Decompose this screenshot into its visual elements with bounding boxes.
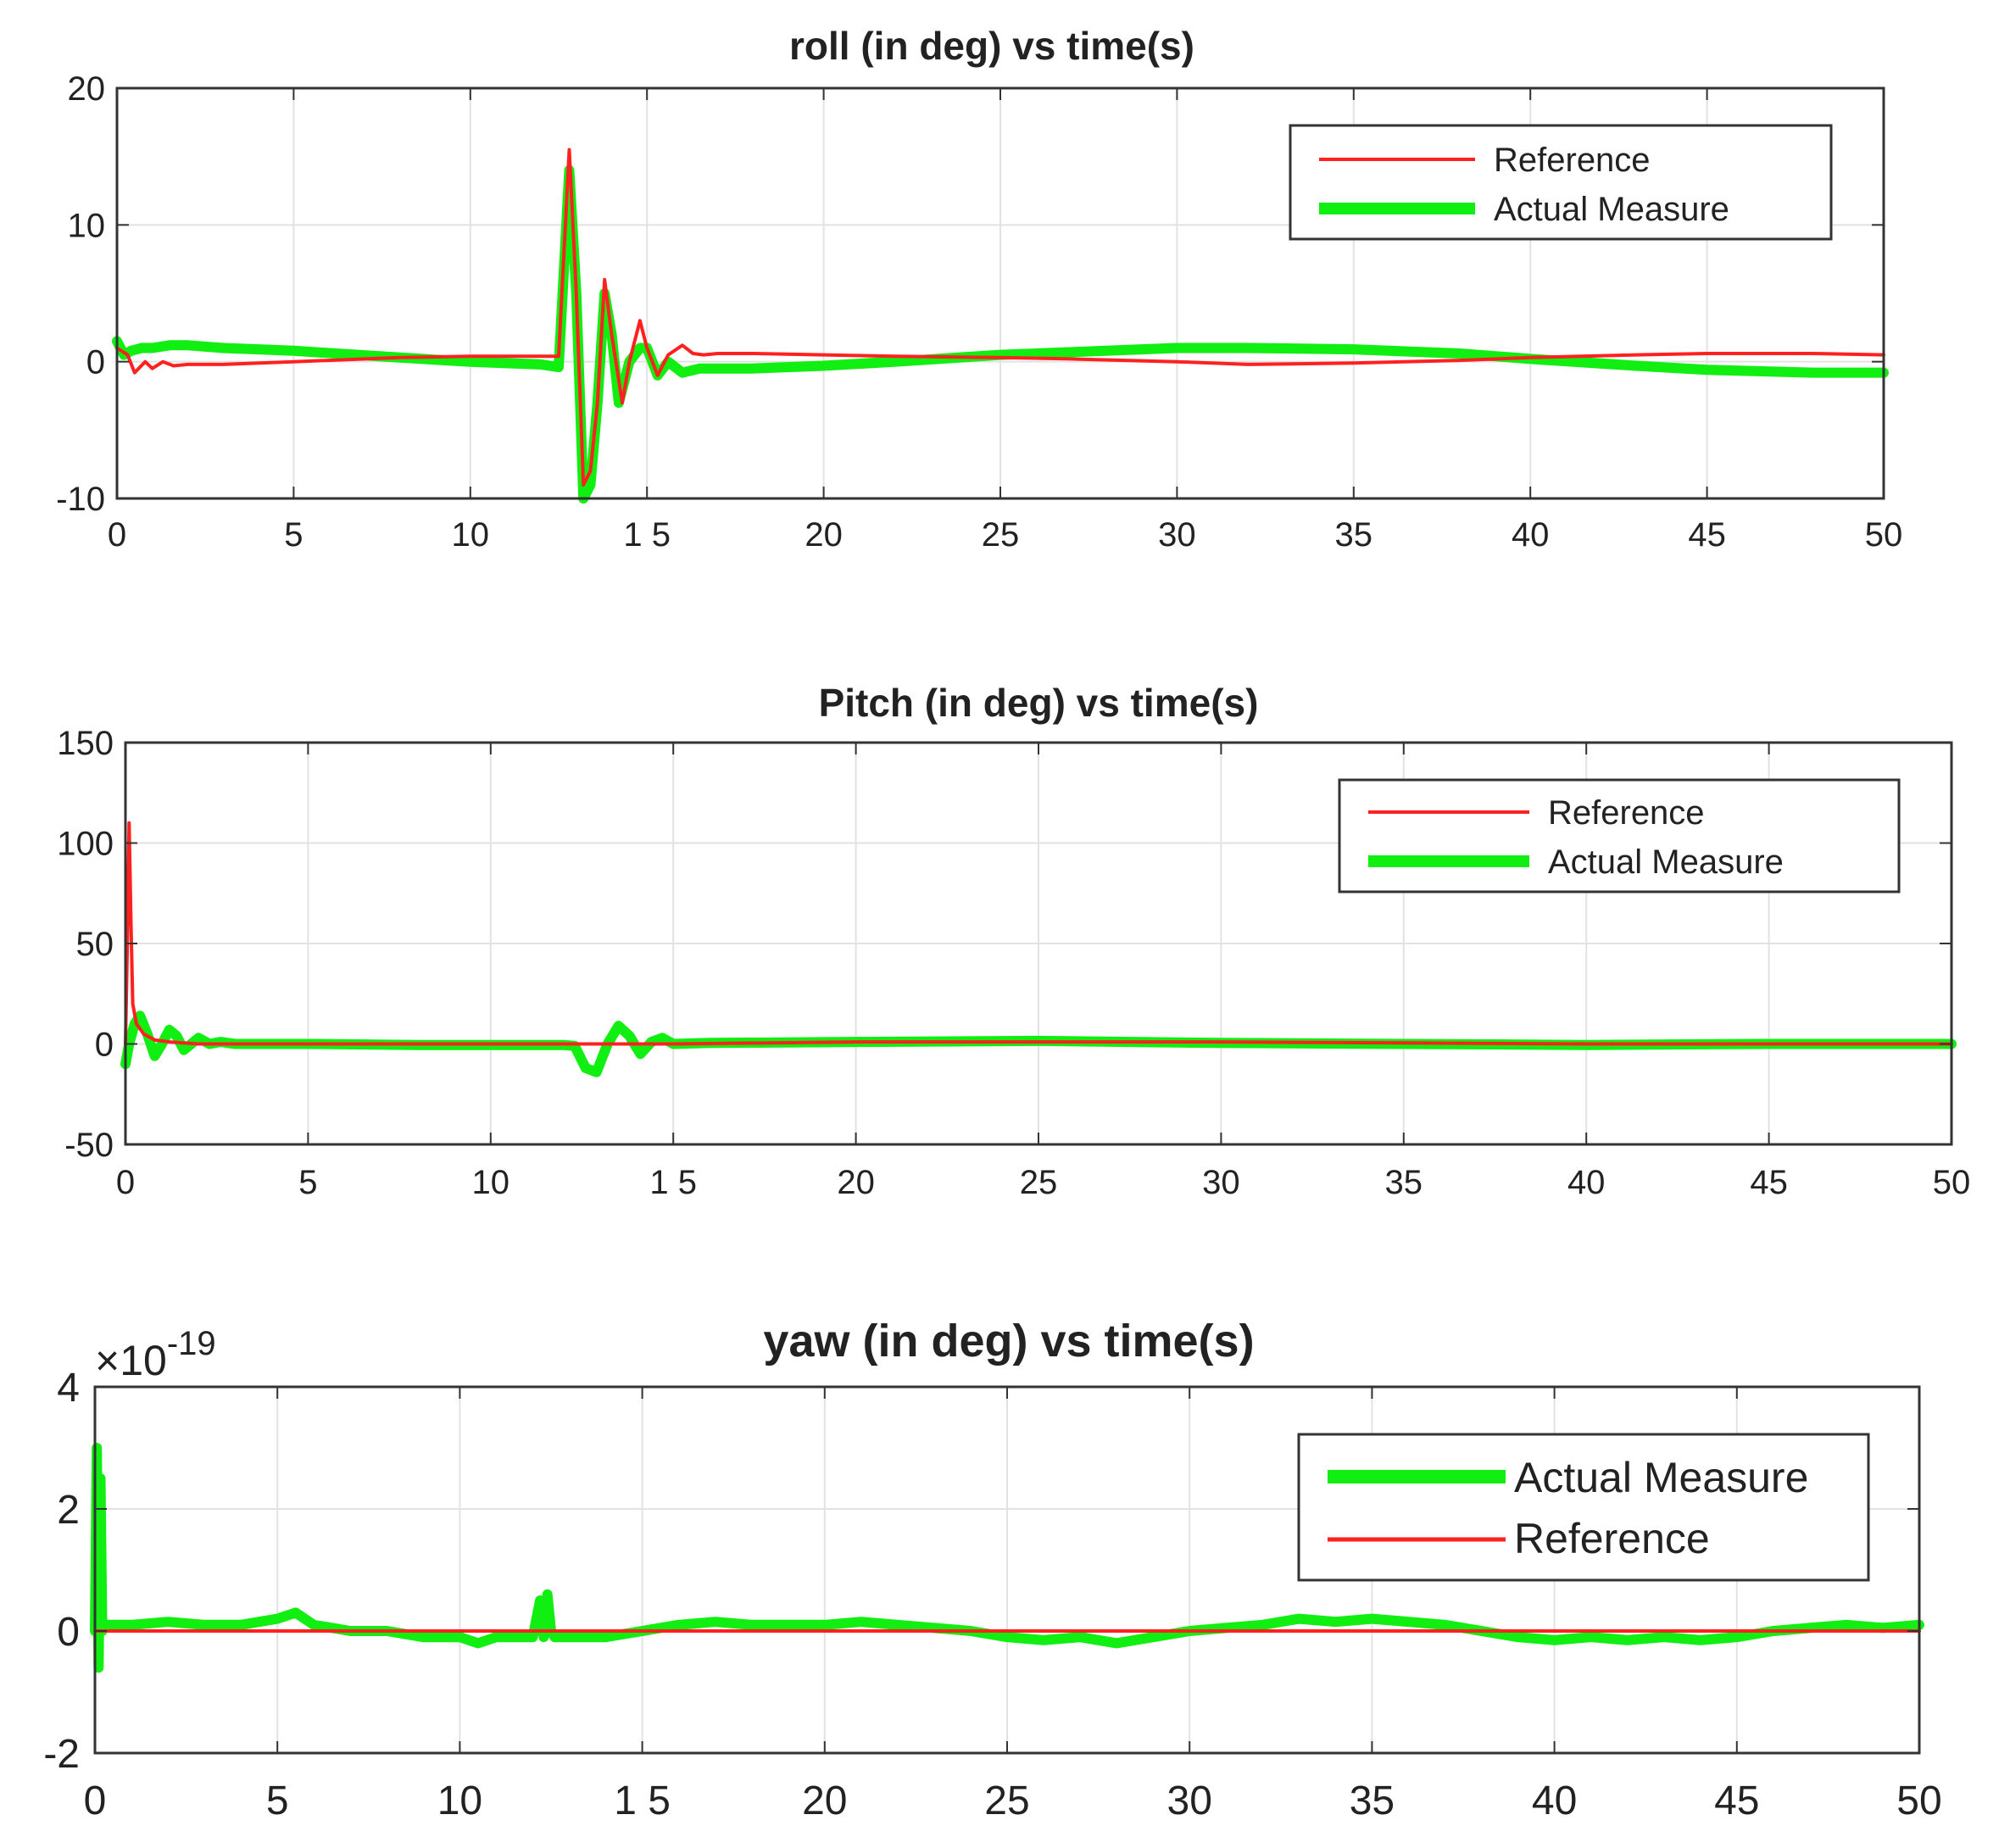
x-tick-label-25: 25 xyxy=(984,1778,1029,1823)
roll-chart-legend: Reference Actual Measure xyxy=(1289,124,1833,241)
y-tick-label-minus-2: -2 xyxy=(43,1732,80,1777)
y-tick-label-minus-50: -50 xyxy=(64,1127,114,1164)
y-tick-label-minus-10: -10 xyxy=(56,481,105,518)
x-tick-label-20: 20 xyxy=(837,1164,875,1201)
yaw-chart-legend: Actual Measure Reference xyxy=(1297,1433,1870,1582)
x-tick-label-10: 10 xyxy=(452,516,490,554)
x-tick-label-30: 30 xyxy=(1167,1778,1212,1823)
x-tick-label-45: 45 xyxy=(1688,516,1726,554)
x-tick-label-50: 50 xyxy=(1896,1778,1941,1823)
yaw-chart-title: yaw (in deg) vs time(s) xyxy=(763,1316,1254,1367)
x-tick-label-15: 1 5 xyxy=(623,516,671,554)
x-tick-label-0: 0 xyxy=(84,1778,107,1823)
yaw-chart-y-tick-labels: -2 0 2 4 xyxy=(43,1366,80,1777)
x-tick-label-30: 30 xyxy=(1202,1164,1240,1201)
yaw-chart-series xyxy=(90,1443,1924,1673)
y-tick-label-50: 50 xyxy=(76,926,114,963)
exponent-base: ×10 xyxy=(95,1337,167,1384)
legend-box xyxy=(1338,778,1901,893)
x-tick-label-25: 25 xyxy=(982,516,1020,554)
pitch-chart-y-tick-labels: -50 0 50 100 150 xyxy=(57,725,114,1164)
legend-label-reference: Reference xyxy=(1494,142,1651,179)
x-tick-label-50: 50 xyxy=(1933,1164,1971,1201)
pitch-chart-series xyxy=(120,821,1957,1077)
legend-label-actual-measure: Actual Measure xyxy=(1548,843,1784,881)
x-tick-label-40: 40 xyxy=(1567,1164,1606,1201)
x-tick-label-5: 5 xyxy=(298,1164,317,1201)
x-tick-label-35: 35 xyxy=(1335,516,1373,554)
x-tick-label-45: 45 xyxy=(1714,1778,1759,1823)
x-tick-label-10: 10 xyxy=(437,1778,482,1823)
y-tick-label-0: 0 xyxy=(95,1027,114,1064)
y-tick-label-2: 2 xyxy=(57,1488,80,1533)
series-line-reference xyxy=(115,148,1885,487)
x-tick-label-40: 40 xyxy=(1512,516,1550,554)
legend-label-actual-measure: Actual Measure xyxy=(1494,191,1729,228)
x-tick-label-10: 10 xyxy=(472,1164,510,1201)
pitch-chart-x-tick-labels: 0 5 10 1 5 20 25 30 35 40 45 50 xyxy=(116,1164,1970,1201)
x-tick-label-0: 0 xyxy=(116,1164,135,1201)
x-tick-label-25: 25 xyxy=(1020,1164,1058,1201)
yaw-chart-exponent-label: ×10-19 xyxy=(95,1325,216,1384)
roll-chart-y-tick-labels: -10 0 10 20 xyxy=(56,70,105,518)
exponent-power: -19 xyxy=(167,1325,216,1362)
x-tick-label-5: 5 xyxy=(266,1778,289,1823)
legend-label-actual-measure: Actual Measure xyxy=(1514,1454,1808,1501)
legend-box xyxy=(1297,1433,1870,1582)
yaw-chart-x-tick-labels: 0 5 10 1 5 20 25 30 35 40 45 50 xyxy=(84,1778,1942,1823)
x-tick-label-20: 20 xyxy=(805,516,843,554)
legend-box xyxy=(1289,124,1833,241)
pitch-chart-ticks xyxy=(125,742,1952,1145)
legend-label-reference: Reference xyxy=(1548,794,1705,832)
x-tick-label-45: 45 xyxy=(1750,1164,1788,1201)
legend-label-reference: Reference xyxy=(1514,1515,1710,1562)
y-tick-label-4: 4 xyxy=(57,1366,80,1411)
roll-chart: roll (in deg) vs time(s) 0 5 10 1 5 20 2… xyxy=(56,24,1902,554)
x-tick-label-20: 20 xyxy=(802,1778,847,1823)
x-tick-label-35: 35 xyxy=(1350,1778,1395,1823)
pitch-chart-title: Pitch (in deg) vs time(s) xyxy=(819,681,1259,725)
y-tick-label-100: 100 xyxy=(57,826,114,863)
y-tick-label-20: 20 xyxy=(68,70,106,108)
x-tick-label-35: 35 xyxy=(1385,1164,1423,1201)
x-tick-label-40: 40 xyxy=(1532,1778,1577,1823)
y-tick-label-150: 150 xyxy=(57,725,114,762)
roll-chart-title: roll (in deg) vs time(s) xyxy=(789,24,1194,68)
x-tick-label-30: 30 xyxy=(1158,516,1196,554)
roll-chart-series xyxy=(112,148,1889,504)
x-tick-label-0: 0 xyxy=(108,516,126,554)
y-tick-label-10: 10 xyxy=(68,207,106,244)
y-tick-label-0: 0 xyxy=(57,1610,80,1655)
y-tick-label-0: 0 xyxy=(86,344,105,381)
x-tick-label-15: 1 5 xyxy=(614,1778,671,1823)
pitch-chart: Pitch (in deg) vs time(s) 0 5 10 1 5 20 … xyxy=(57,681,1970,1201)
x-tick-label-15: 1 5 xyxy=(649,1164,697,1201)
roll-chart-ticks xyxy=(116,87,1885,499)
x-tick-label-50: 50 xyxy=(1865,516,1903,554)
yaw-chart: yaw (in deg) vs time(s) ×10-19 0 5 10 1 … xyxy=(43,1316,1941,1823)
yaw-chart-ticks xyxy=(94,1386,1920,1754)
x-tick-label-5: 5 xyxy=(284,516,303,554)
series-line-reference xyxy=(124,821,1953,1046)
roll-chart-x-tick-labels: 0 5 10 1 5 20 25 30 35 40 45 50 xyxy=(108,516,1902,554)
series-line-actual-measure xyxy=(90,1443,1924,1673)
pitch-chart-legend: Reference Actual Measure xyxy=(1338,778,1901,893)
